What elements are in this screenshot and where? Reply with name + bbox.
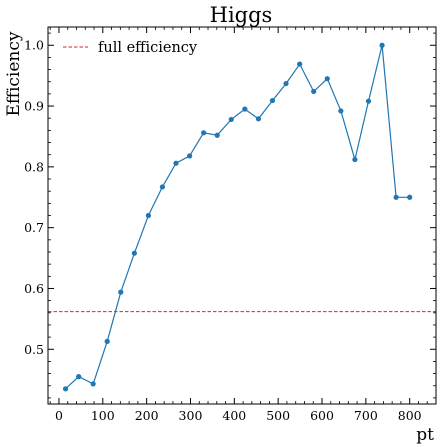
y-axis-label: Efficiency (4, 31, 24, 116)
efficiency-data-point (76, 374, 82, 380)
x-axis-label: pt (416, 425, 434, 445)
series-group (62, 42, 413, 392)
y-tick-label: 0.7 (24, 220, 44, 235)
efficiency-data-point (159, 184, 166, 190)
efficiency-data-point (255, 116, 262, 122)
x-tick-label: 800 (398, 408, 422, 423)
efficiency-data-point (324, 76, 330, 82)
x-tick-label: 500 (266, 408, 290, 423)
x-tick-label: 700 (354, 408, 378, 423)
efficiency-data-point (379, 42, 385, 48)
plot-frame (47, 26, 437, 405)
efficiency-data-point (104, 338, 110, 344)
efficiency-data-point (365, 98, 372, 104)
x-tick-label: 200 (135, 408, 159, 423)
efficiency-data-point (62, 386, 69, 392)
efficiency-data-point (214, 132, 220, 138)
y-tick-label: 0.9 (24, 99, 44, 114)
efficiency-data-point (90, 381, 96, 387)
efficiency-data-point (173, 160, 179, 166)
efficiency-series-line (65, 45, 410, 390)
efficiency-data-point (352, 156, 358, 163)
x-tick-label: 100 (91, 408, 115, 423)
efficiency-data-point (118, 289, 124, 295)
efficiency-data-point (201, 130, 207, 136)
efficiency-data-point (297, 61, 303, 67)
y-tick-label: 0.6 (24, 281, 44, 296)
efficiency-data-point (311, 88, 317, 95)
x-tick-label: 400 (222, 408, 246, 423)
efficiency-data-point (228, 116, 234, 123)
efficiency-data-point (407, 194, 413, 200)
x-tick-label: 0 (55, 408, 63, 423)
y-tick-label: 0.8 (24, 159, 44, 174)
efficiency-data-point (283, 80, 289, 87)
efficiency-data-point (338, 108, 344, 114)
x-tick-label: 600 (310, 408, 334, 423)
x-tick-label: 300 (179, 408, 203, 423)
legend-label-full-efficiency: full efficiency (98, 40, 198, 56)
chart-title: Higgs (210, 3, 273, 27)
y-tick-label: 1.0 (24, 38, 44, 53)
efficiency-data-point (269, 97, 276, 104)
efficiency-data-point (131, 250, 137, 256)
efficiency-data-point (187, 153, 193, 159)
y-tick-label: 0.5 (24, 342, 44, 357)
legend: full efficiency (63, 40, 198, 56)
axis-ticks: 0 100 200 300 400 500 600 700 800 0.5 0.6 0.7 0.8 0.9… (24, 27, 437, 423)
efficiency-data-point (242, 106, 248, 112)
efficiency-data-point (393, 194, 399, 200)
efficiency-data-point (145, 212, 151, 219)
